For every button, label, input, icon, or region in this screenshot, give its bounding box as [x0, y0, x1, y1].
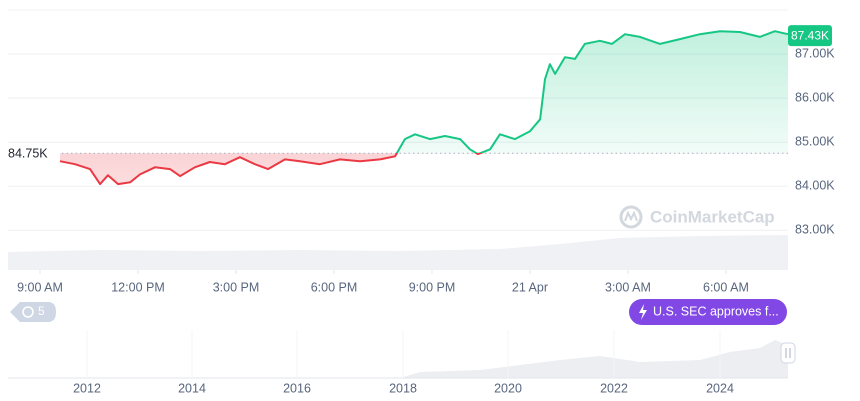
volume-area: [8, 235, 788, 270]
navigator-label: 2020: [494, 381, 522, 395]
y-tick-label: 83.00K: [795, 223, 835, 237]
price-line: [59, 30, 789, 186]
baseline-label-bg: [0, 144, 60, 163]
history-badge[interactable]: 5: [10, 302, 56, 322]
watermark: CoinMarketCap: [619, 205, 775, 229]
y-tick-label: 87.00K: [795, 46, 835, 60]
navigator-label: 2012: [73, 381, 101, 395]
navigator-handle[interactable]: [780, 342, 796, 364]
watermark-text: CoinMarketCap: [650, 207, 775, 226]
x-tick-label: 3:00 AM: [605, 280, 651, 294]
navigator-area: [8, 340, 788, 378]
x-tick-label: 9:00 AM: [17, 280, 63, 294]
current-price-label: 87.43K: [791, 28, 829, 42]
current-price-box: [788, 25, 832, 47]
y-tick-label: 86.00K: [795, 90, 835, 104]
event-label: U.S. SEC approves f...: [653, 304, 779, 318]
navigator-label: 2018: [389, 381, 417, 395]
navigator-label: 2014: [178, 381, 206, 395]
x-tick-label: 12:00 PM: [111, 280, 165, 294]
navigator-label: 2024: [706, 381, 734, 395]
history-count: 5: [38, 304, 45, 318]
x-tick-label: 21 Apr: [512, 280, 548, 294]
baseline-label: 84.75K: [8, 147, 48, 161]
x-tick-label: 9:00 PM: [409, 280, 456, 294]
x-tick-label: 3:00 PM: [213, 280, 260, 294]
y-tick-label: 84.00K: [795, 179, 835, 193]
price-area: [59, 31, 788, 185]
navigator-label: 2016: [283, 381, 311, 395]
x-tick-label: 6:00 AM: [703, 280, 749, 294]
x-tick-label: 6:00 PM: [311, 280, 358, 294]
y-tick-label: 85.00K: [795, 135, 835, 149]
navigator-label: 2022: [600, 381, 628, 395]
event-marker[interactable]: U.S. SEC approves f...: [629, 299, 787, 325]
